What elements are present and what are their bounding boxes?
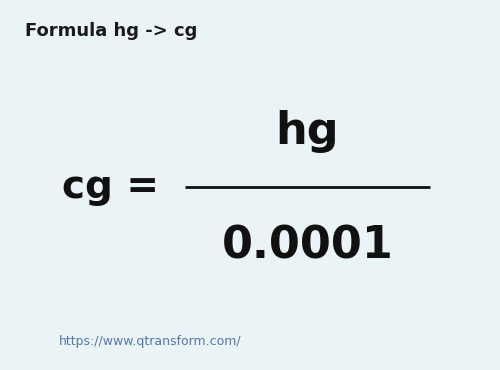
- Text: hg: hg: [276, 110, 340, 153]
- Text: 0.0001: 0.0001: [222, 225, 394, 268]
- Text: cg =: cg =: [62, 168, 158, 206]
- Text: https://www.qtransform.com/: https://www.qtransform.com/: [58, 335, 242, 348]
- Text: Formula hg -> cg: Formula hg -> cg: [25, 22, 198, 40]
